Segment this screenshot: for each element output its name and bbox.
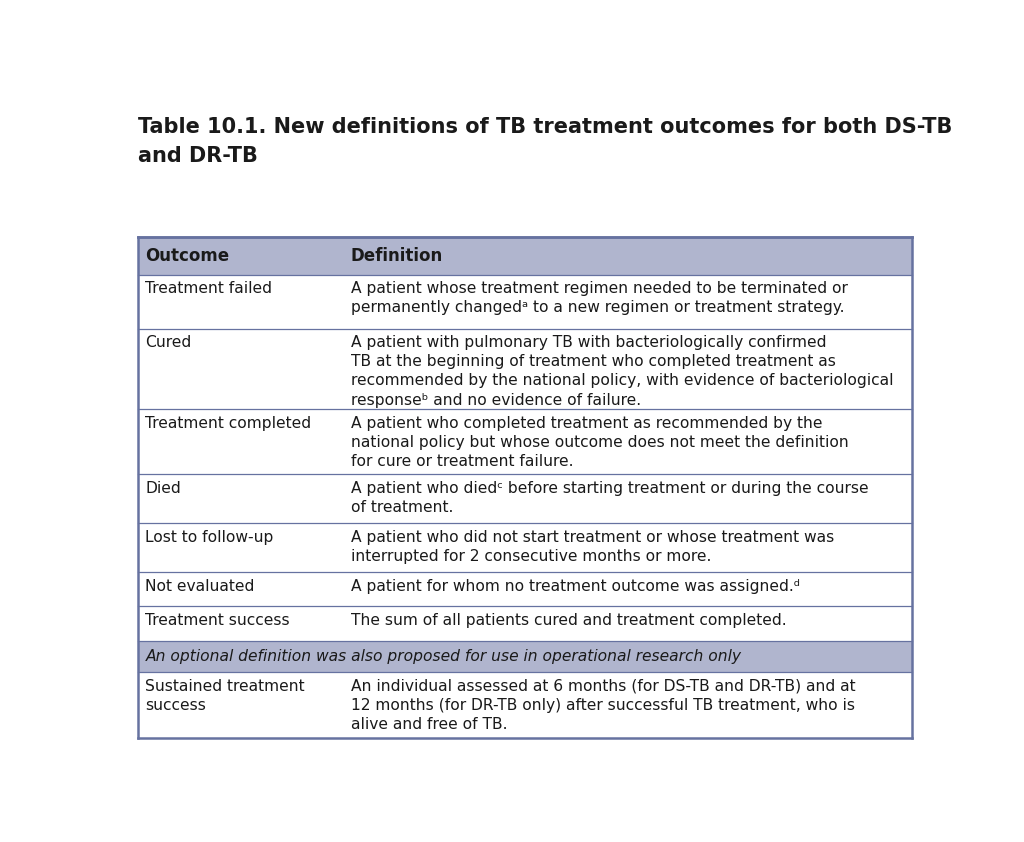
Text: Definition: Definition xyxy=(350,247,443,265)
Text: and DR-TB: and DR-TB xyxy=(137,146,257,166)
Text: Sustained treatment
success: Sustained treatment success xyxy=(145,679,305,713)
Text: Lost to follow-up: Lost to follow-up xyxy=(145,530,273,545)
Text: The sum of all patients cured and treatment completed.: The sum of all patients cured and treatm… xyxy=(350,613,786,628)
Text: A patient whose treatment regimen needed to be terminated or
permanently changed: A patient whose treatment regimen needed… xyxy=(350,281,848,316)
Text: Not evaluated: Not evaluated xyxy=(145,578,255,594)
Text: A patient who diedᶜ before starting treatment or during the course
of treatment.: A patient who diedᶜ before starting trea… xyxy=(350,481,868,515)
Bar xyxy=(137,237,912,274)
Text: Table 10.1. New definitions of TB treatment outcomes for both DS-TB: Table 10.1. New definitions of TB treatm… xyxy=(137,117,952,137)
Text: An optional definition was also proposed for use in operational research only: An optional definition was also proposed… xyxy=(145,649,741,664)
Text: An individual assessed at 6 months (for DS-TB and DR-TB) and at
12 months (for D: An individual assessed at 6 months (for … xyxy=(350,679,855,733)
Text: Treatment failed: Treatment failed xyxy=(145,281,272,296)
Text: A patient with pulmonary TB with bacteriologically confirmed
TB at the beginning: A patient with pulmonary TB with bacteri… xyxy=(350,335,893,408)
Bar xyxy=(137,641,912,673)
Text: Cured: Cured xyxy=(145,335,191,350)
Text: Outcome: Outcome xyxy=(145,247,229,265)
Text: A patient for whom no treatment outcome was assigned.ᵈ: A patient for whom no treatment outcome … xyxy=(350,578,800,594)
Text: Died: Died xyxy=(145,481,181,496)
Text: A patient who completed treatment as recommended by the
national policy but whos: A patient who completed treatment as rec… xyxy=(350,416,849,469)
Text: Treatment completed: Treatment completed xyxy=(145,416,311,430)
Text: A patient who did not start treatment or whose treatment was
interrupted for 2 c: A patient who did not start treatment or… xyxy=(350,530,834,564)
Text: Treatment success: Treatment success xyxy=(145,613,290,628)
